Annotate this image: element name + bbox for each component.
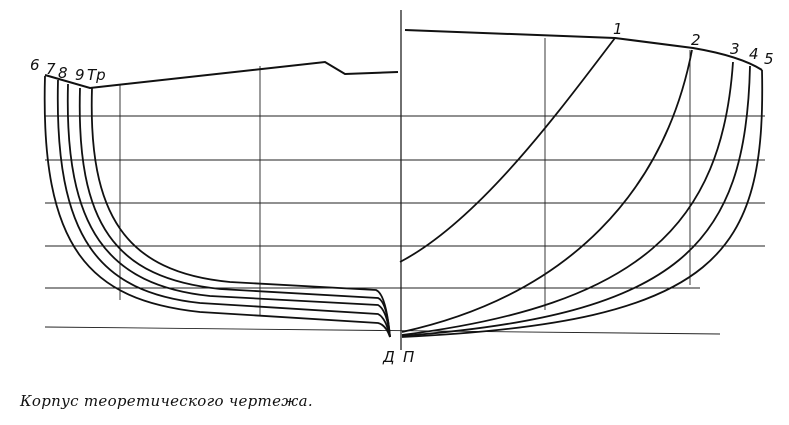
deck-line-aft	[44, 60, 399, 90]
centerline-label-p: П	[403, 348, 414, 366]
station-label-9: 9	[75, 66, 85, 84]
station-label-4: 4	[749, 45, 759, 63]
figure-caption: Корпус теоретического чертежа.	[20, 392, 313, 410]
station-label-6: 6	[30, 56, 40, 74]
baseline	[44, 326, 721, 335]
station-label-8: 8	[58, 64, 68, 82]
deck-line-fore	[404, 29, 763, 71]
station-label-tr: Тр	[87, 66, 106, 84]
station-label-5: 5	[764, 50, 774, 68]
station-label-7: 7	[46, 60, 56, 78]
station-label-1: 1	[613, 20, 623, 38]
waterlines	[45, 115, 765, 289]
station-label-2: 2	[691, 31, 701, 49]
centerline-label-d: Д	[382, 348, 395, 366]
station-label-3: 3	[730, 40, 740, 58]
fore-stations	[399, 37, 764, 338]
buttock-lines	[119, 38, 691, 315]
aft-stations	[43, 75, 391, 338]
